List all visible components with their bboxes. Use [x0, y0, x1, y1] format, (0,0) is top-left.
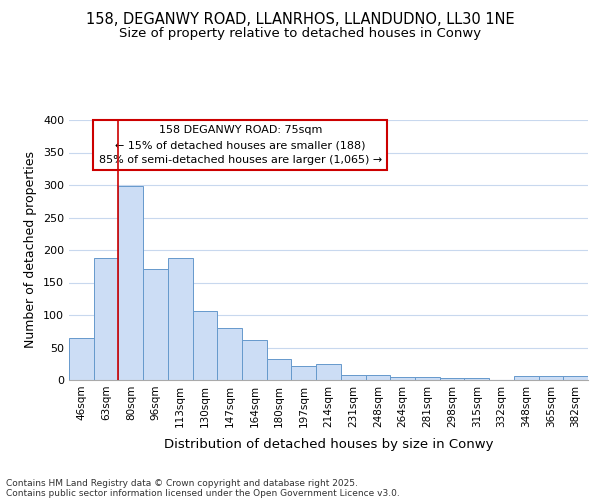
Bar [217, 328, 242, 380]
Text: Contains HM Land Registry data © Crown copyright and database right 2025.: Contains HM Land Registry data © Crown c… [6, 478, 358, 488]
Bar [94, 258, 118, 380]
Text: 158 DEGANWY ROAD: 75sqm
← 15% of detached houses are smaller (188)
85% of semi-d: 158 DEGANWY ROAD: 75sqm ← 15% of detache… [98, 125, 382, 165]
Bar [341, 375, 365, 380]
X-axis label: Distribution of detached houses by size in Conwy: Distribution of detached houses by size … [164, 438, 493, 451]
Text: 158, DEGANWY ROAD, LLANRHOS, LLANDUDNO, LL30 1NE: 158, DEGANWY ROAD, LLANRHOS, LLANDUDNO, … [86, 12, 514, 28]
Bar [69, 338, 94, 380]
Text: Size of property relative to detached houses in Conwy: Size of property relative to detached ho… [119, 28, 481, 40]
Bar [143, 269, 168, 380]
Bar [539, 376, 563, 380]
Bar [267, 359, 292, 380]
Bar [316, 364, 341, 380]
Text: Contains public sector information licensed under the Open Government Licence v3: Contains public sector information licen… [6, 488, 400, 498]
Bar [292, 366, 316, 380]
Bar [440, 378, 464, 380]
Bar [514, 376, 539, 380]
Bar [464, 378, 489, 380]
Bar [168, 258, 193, 380]
Bar [242, 340, 267, 380]
Bar [390, 378, 415, 380]
Bar [365, 375, 390, 380]
Bar [563, 376, 588, 380]
Y-axis label: Number of detached properties: Number of detached properties [25, 152, 37, 348]
Bar [415, 378, 440, 380]
Bar [118, 186, 143, 380]
Bar [193, 311, 217, 380]
